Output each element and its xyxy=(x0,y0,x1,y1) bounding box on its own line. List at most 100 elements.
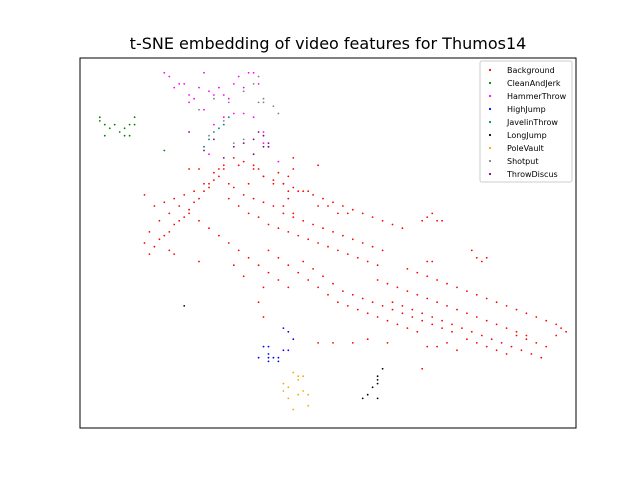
point-background xyxy=(401,305,404,307)
legend-marker-hammerthrow xyxy=(488,94,492,98)
point-cleanandjerk xyxy=(108,127,111,130)
point-background xyxy=(312,223,314,226)
point-background xyxy=(431,316,434,318)
point-background xyxy=(252,164,255,167)
point-background xyxy=(183,216,186,219)
point-background xyxy=(247,182,250,185)
point-background xyxy=(302,219,305,222)
point-background xyxy=(426,275,429,278)
point-background xyxy=(421,319,424,322)
point-background xyxy=(361,297,364,300)
point-hammerthrow xyxy=(203,108,205,111)
chart-title: t-SNE embedding of video features for Th… xyxy=(130,34,527,53)
point-background xyxy=(356,256,359,259)
point-javelinthrow xyxy=(222,123,225,126)
point-background xyxy=(466,290,468,292)
point-background xyxy=(376,279,379,281)
point-background xyxy=(282,182,285,185)
point-background xyxy=(163,234,166,237)
legend-label-javelinthrow: JavelinThrow xyxy=(506,118,558,127)
point-background xyxy=(391,301,394,304)
point-longjump xyxy=(376,375,379,378)
point-background xyxy=(317,242,319,244)
legend-label-cleanandjerk: CleanAndJerk xyxy=(507,79,561,88)
point-background xyxy=(188,212,191,215)
point-hammerthrow xyxy=(208,153,210,156)
point-background xyxy=(470,330,473,333)
point-background xyxy=(391,308,394,311)
point-highjump xyxy=(287,330,290,333)
point-background xyxy=(525,338,528,341)
point-throwdiscus xyxy=(262,145,265,148)
point-background xyxy=(470,249,473,252)
point-highjump xyxy=(282,349,285,352)
point-background xyxy=(218,234,220,237)
point-shotput xyxy=(277,112,280,115)
point-longjump xyxy=(366,393,369,396)
point-background xyxy=(416,330,419,333)
point-hammerthrow xyxy=(227,97,230,100)
point-background xyxy=(371,245,374,248)
point-background xyxy=(198,219,200,222)
point-background xyxy=(560,327,562,329)
point-background xyxy=(292,157,295,159)
point-longjump xyxy=(376,379,379,381)
point-background xyxy=(292,216,295,219)
point-background xyxy=(456,349,458,352)
point-background xyxy=(277,227,280,230)
point-background xyxy=(406,290,409,292)
point-background xyxy=(297,271,300,274)
point-shotput xyxy=(262,101,265,104)
point-background xyxy=(475,293,478,296)
point-background xyxy=(198,260,200,263)
point-background xyxy=(466,338,468,341)
legend-label-longjump: LongJump xyxy=(507,131,547,140)
point-background xyxy=(237,164,240,167)
point-highjump xyxy=(272,356,275,359)
point-background xyxy=(237,205,240,207)
point-hammerthrow xyxy=(232,83,235,85)
legend-label-polevault: PoleVault xyxy=(507,144,544,153)
point-throwdiscus xyxy=(213,138,215,141)
point-background xyxy=(158,238,161,241)
point-throwdiscus xyxy=(267,142,270,145)
point-background xyxy=(426,260,429,263)
point-background xyxy=(505,305,508,307)
legend-label-throwdiscus: ThrowDiscus xyxy=(506,170,558,179)
point-cleanandjerk xyxy=(123,134,126,137)
point-background xyxy=(485,256,488,259)
point-background xyxy=(257,301,260,304)
point-shotput xyxy=(252,83,255,85)
point-background xyxy=(153,205,156,207)
point-background xyxy=(237,249,240,252)
point-background xyxy=(381,249,384,252)
point-background xyxy=(461,327,463,329)
point-background xyxy=(406,268,409,270)
point-background xyxy=(218,175,220,178)
point-throwdiscus xyxy=(188,131,191,133)
point-background xyxy=(396,323,399,326)
point-background xyxy=(327,245,329,248)
legend-marker-cleanandjerk xyxy=(488,81,492,85)
point-throwdiscus xyxy=(267,145,270,148)
point-throwdiscus xyxy=(242,142,245,145)
point-background xyxy=(530,353,533,355)
point-background xyxy=(312,194,314,196)
point-background xyxy=(386,342,389,344)
point-cleanandjerk xyxy=(98,120,101,122)
point-hammerthrow xyxy=(242,112,245,115)
point-hammerthrow xyxy=(188,94,191,96)
point-background xyxy=(267,249,270,252)
point-background xyxy=(302,260,305,263)
point-background xyxy=(203,182,205,185)
point-background xyxy=(342,234,344,237)
point-background xyxy=(282,212,285,215)
point-background xyxy=(272,205,275,207)
point-background xyxy=(495,349,498,352)
point-throwdiscus xyxy=(203,149,205,152)
point-background xyxy=(282,205,285,207)
point-longjump xyxy=(376,397,379,400)
point-background xyxy=(257,168,260,170)
point-background xyxy=(287,197,290,200)
point-hammerthrow xyxy=(262,142,265,145)
